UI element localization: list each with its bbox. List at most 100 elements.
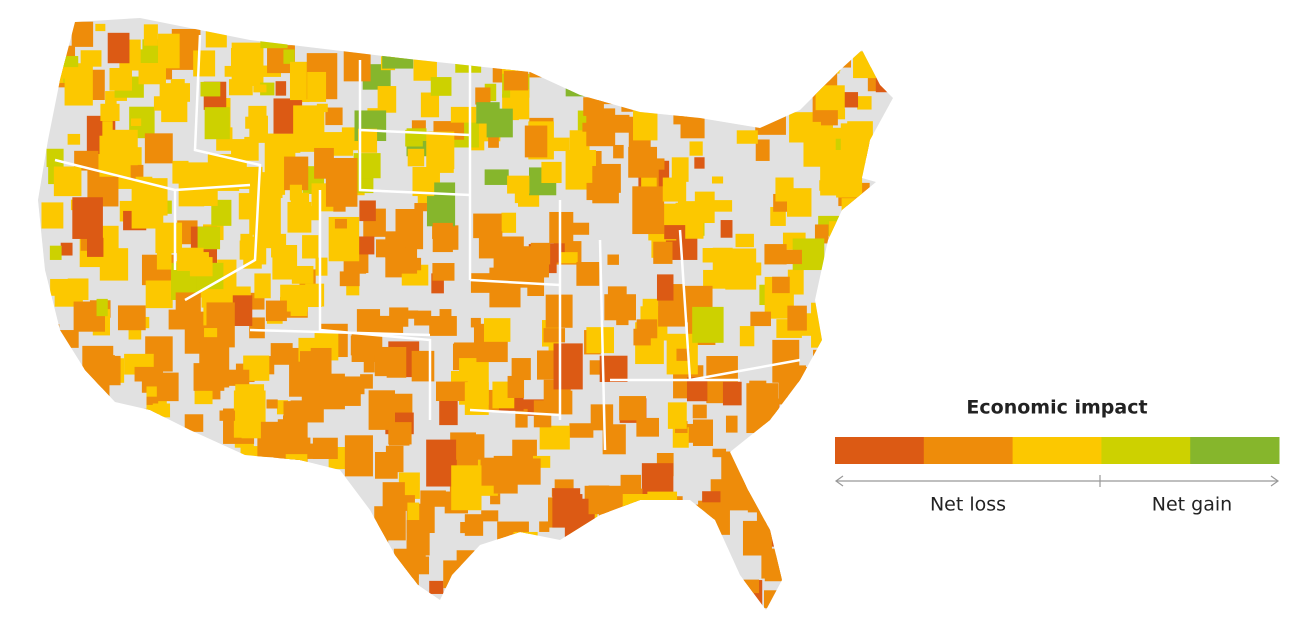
- county-patch: [786, 188, 812, 217]
- county-patch: [847, 468, 864, 485]
- county-patch: [289, 184, 303, 201]
- county-patch: [44, 541, 72, 560]
- county-patch: [829, 221, 860, 244]
- county-patch: [443, 560, 461, 589]
- county-patch: [204, 107, 230, 140]
- county-patch: [276, 400, 288, 415]
- county-patch: [572, 53, 603, 93]
- county-patch: [80, 238, 92, 251]
- county-patch: [667, 402, 687, 429]
- county-patch: [756, 18, 779, 40]
- county-patch: [870, 502, 893, 531]
- county-patch: [284, 517, 308, 549]
- county-patch: [74, 536, 86, 545]
- county-patch: [334, 218, 347, 229]
- county-patch: [509, 99, 520, 112]
- county-patch: [184, 414, 204, 432]
- county-patch: [761, 554, 783, 579]
- county-patch: [583, 97, 604, 116]
- county-patch: [359, 537, 379, 557]
- county-patch: [103, 572, 127, 600]
- county-patch: [787, 58, 801, 73]
- county-patch: [794, 479, 826, 499]
- county-patch: [560, 252, 578, 264]
- county-patch: [82, 345, 114, 373]
- county-patch: [762, 77, 786, 110]
- county-patch: [828, 324, 858, 343]
- county-patch: [296, 464, 315, 482]
- county-patch: [747, 490, 776, 513]
- county-patch: [117, 305, 146, 331]
- county-patch: [256, 573, 280, 606]
- county-patch: [584, 18, 602, 39]
- county-patch: [281, 141, 301, 153]
- county-patch: [763, 398, 779, 415]
- county-patch: [412, 167, 435, 197]
- county-patch: [812, 501, 832, 527]
- county-patch: [283, 401, 308, 434]
- county-patch: [810, 37, 831, 70]
- county-patch: [844, 92, 859, 108]
- legend-title: Economic impact: [966, 397, 1147, 419]
- county-patch: [316, 500, 331, 522]
- county-patch: [577, 530, 609, 561]
- county-patch: [359, 200, 376, 222]
- county-patch: [879, 418, 890, 428]
- county-patch: [548, 137, 570, 152]
- county-patch: [374, 506, 406, 541]
- county-patch: [247, 547, 277, 567]
- county-patch: [583, 37, 611, 68]
- county-patch: [226, 471, 254, 509]
- legend-label-loss: Net loss: [930, 494, 1006, 516]
- county-patch: [722, 381, 742, 406]
- county-patch: [693, 592, 706, 609]
- county-patch: [414, 203, 427, 212]
- county-patch: [756, 31, 776, 45]
- county-patch: [848, 285, 862, 299]
- county-patch: [128, 476, 154, 501]
- county-patch: [643, 99, 658, 110]
- county-patch: [378, 24, 408, 46]
- county-patch: [509, 608, 534, 610]
- county-patch: [822, 44, 841, 72]
- county-patch: [834, 398, 855, 424]
- county-patch: [543, 328, 566, 343]
- county-patch: [621, 103, 633, 112]
- county-patch: [347, 519, 364, 539]
- county-patch: [671, 157, 689, 182]
- county-patch: [668, 614, 689, 622]
- county-patch: [188, 162, 218, 206]
- county-patch: [877, 372, 893, 389]
- county-patch: [62, 559, 74, 568]
- county-patch: [651, 31, 681, 73]
- county-patch: [386, 582, 413, 610]
- county-patch: [318, 554, 339, 585]
- county-patch: [798, 460, 811, 472]
- county-patch: [179, 471, 207, 507]
- county-patch: [862, 247, 877, 270]
- county-patch: [368, 547, 380, 559]
- county-patch: [426, 131, 455, 170]
- county-patch: [135, 408, 159, 444]
- county-patch: [853, 353, 865, 370]
- county-patch: [540, 569, 554, 588]
- county-patch: [194, 390, 213, 405]
- county-patch: [205, 18, 227, 48]
- county-patch: [282, 594, 315, 610]
- county-patch: [629, 573, 657, 610]
- county-patch: [890, 193, 893, 217]
- county-patch: [656, 274, 674, 301]
- county-patch: [182, 600, 203, 610]
- county-patch: [405, 310, 419, 319]
- county-patch: [878, 484, 893, 501]
- county-patch: [146, 543, 165, 572]
- county-patch: [316, 593, 348, 610]
- county-patch: [390, 247, 418, 274]
- county-patch: [811, 302, 840, 348]
- county-patch: [565, 56, 596, 97]
- county-patch: [888, 338, 893, 370]
- county-patch: [755, 139, 770, 161]
- county-patch: [432, 263, 455, 281]
- county-patch: [344, 435, 373, 477]
- county-patch: [294, 18, 306, 26]
